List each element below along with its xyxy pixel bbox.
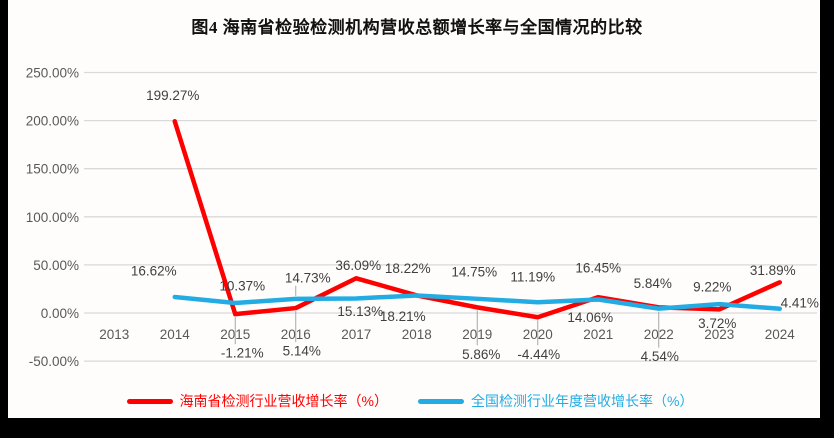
chart-legend: 海南省检测行业营收增长率（%） 全国检测行业年度营收增长率（%）	[0, 391, 820, 411]
data-label-national: 4.41%	[781, 295, 819, 310]
x-axis-category-label: 2023	[704, 327, 734, 342]
y-axis-tick-label: 200.00%	[26, 114, 79, 129]
data-label-hainan: 199.27%	[146, 88, 199, 103]
x-axis-category-label: 2017	[341, 327, 371, 342]
data-label-hainan: 18.22%	[385, 261, 431, 276]
data-label-national: 14.73%	[285, 270, 331, 285]
x-axis-category-label: 2013	[99, 327, 129, 342]
data-label-national: 10.37%	[219, 279, 265, 294]
x-axis-category-label: 2024	[765, 327, 796, 342]
data-label-national: 4.54%	[641, 349, 679, 364]
data-label-national: 11.19%	[510, 270, 555, 285]
data-label-national: 14.06%	[567, 310, 613, 325]
data-label-hainan: 36.09%	[335, 258, 381, 273]
data-label-national: 15.13%	[337, 304, 383, 319]
y-axis-tick-label: 150.00%	[26, 162, 79, 177]
y-axis-tick-label: 100.00%	[26, 210, 79, 225]
data-label-hainan: 5.86%	[462, 347, 500, 362]
y-axis-tick-label: 50.00%	[33, 258, 79, 273]
data-label-hainan: 3.72%	[698, 316, 736, 331]
data-label-hainan: 5.14%	[283, 344, 321, 359]
data-label-hainan: 5.84%	[634, 276, 672, 291]
data-label-national: 14.75%	[451, 264, 497, 279]
data-label-national: 16.62%	[131, 264, 177, 279]
x-axis-category-label: 2021	[583, 327, 613, 342]
legend-label-hainan: 海南省检测行业营收增长率（%）	[179, 393, 388, 409]
hainan-series-swatch-icon	[126, 398, 173, 404]
legend-item-hainan: 海南省检测行业营收增长率（%）	[126, 391, 388, 411]
series-line-hainan	[172, 119, 782, 320]
chart-panel	[8, 0, 820, 418]
data-label-national: 18.21%	[380, 309, 426, 324]
x-axis-category-label: 2014	[160, 327, 191, 342]
y-axis-tick-label: 250.00%	[26, 66, 79, 81]
data-label-national: 9.22%	[693, 280, 731, 295]
data-label-hainan: -1.21%	[221, 346, 264, 361]
data-label-hainan: 16.45%	[575, 261, 621, 276]
data-label-hainan: 31.89%	[750, 263, 796, 278]
legend-label-national: 全国检测行业年度营收增长率（%）	[471, 393, 694, 409]
y-axis-tick-label: 0.00%	[41, 306, 79, 321]
series-line-national	[172, 293, 782, 312]
legend-item-national: 全国检测行业年度营收增长率（%）	[418, 391, 693, 411]
y-axis-tick-label: -50.00%	[29, 354, 79, 369]
data-label-hainan: -4.44%	[517, 347, 560, 362]
x-axis-category-label: 2018	[402, 327, 432, 342]
national-series-swatch-icon	[418, 398, 464, 404]
chart-title: 图4 海南省检验检测机构营收总额增长率与全国情况的比较	[191, 18, 643, 37]
